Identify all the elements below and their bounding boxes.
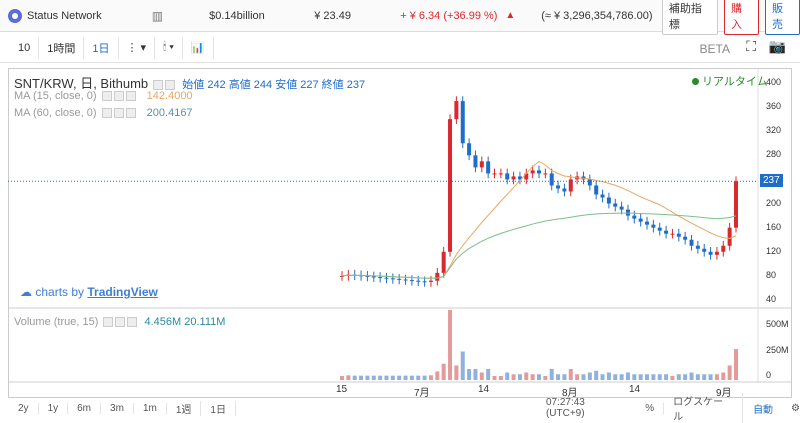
- coin-name: Status Network: [27, 9, 102, 22]
- settings-gear-icon[interactable]: ⚙: [791, 402, 800, 414]
- time-tick-label: 14: [478, 384, 490, 395]
- coin-title: Status Network: [8, 8, 142, 23]
- price-tick-label: 320: [766, 125, 782, 136]
- price-change: + ¥ 6.34 (+36.99 %): [400, 9, 498, 22]
- price-tick-label: 360: [766, 101, 782, 112]
- volume-tick-label: 250M: [766, 345, 789, 355]
- time-tick-label: 15: [336, 384, 348, 395]
- ma15-label: MA (15, close, 0): [14, 90, 97, 102]
- beta-label: BETA: [699, 42, 730, 56]
- chart-toolbar: 10 1時間 1日 ⋮ ▾ 🕯 ▾ 📊 BETA ⛶ 📷: [0, 33, 800, 63]
- price-tick-label: 80: [766, 269, 777, 280]
- ma15-value: 142.4000: [146, 90, 193, 102]
- bar-chart-icon[interactable]: ▥: [151, 8, 164, 23]
- up-arrow-icon: ▲: [505, 10, 516, 21]
- ma15-close-icon[interactable]: [125, 91, 136, 102]
- ma15-settings-icon[interactable]: [113, 91, 124, 102]
- time-tick-label: 8月: [562, 388, 578, 399]
- range-6m[interactable]: 6m: [68, 402, 102, 414]
- index-button[interactable]: 補助指標: [661, 0, 718, 35]
- price-tick-label: 400: [766, 77, 782, 87]
- sell-button[interactable]: 販売: [764, 0, 800, 35]
- candle-style-icon[interactable]: 🕯 ▾: [155, 36, 183, 59]
- realtime-dot-icon: [692, 78, 699, 85]
- range-2y[interactable]: 2y: [0, 402, 39, 414]
- range-1y[interactable]: 1y: [39, 402, 69, 414]
- cloud-icon: ☁: [20, 285, 32, 299]
- volume-tick-label: 0: [766, 370, 772, 380]
- volume-v1: 4.456M: [144, 316, 182, 328]
- time-tick-label: 14: [629, 384, 641, 395]
- eye-icon[interactable]: [153, 80, 164, 91]
- auto-toggle[interactable]: 自動: [753, 404, 774, 416]
- volume-legend: Volume (true, 15) 4.456M 20.111M: [14, 316, 225, 328]
- status-network-logo-icon: [8, 8, 22, 23]
- ma60-legend: MA (60, close, 0) 200.4167: [14, 107, 193, 119]
- ma15-legend: MA (15, close, 0) 142.4000: [14, 90, 193, 102]
- price-tick-label: 160: [766, 221, 782, 232]
- ma15-eye-icon[interactable]: [101, 91, 112, 102]
- log-scale-toggle[interactable]: ログスケール: [664, 393, 744, 423]
- buy-button[interactable]: 購入: [723, 0, 759, 35]
- brand-prefix: charts by: [35, 285, 85, 299]
- more-menu-icon[interactable]: ⋮ ▾: [119, 36, 156, 59]
- interval-input[interactable]: 10: [0, 36, 40, 59]
- realtime-indicator: リアルタイム: [692, 73, 768, 89]
- fullscreen-icon[interactable]: ⛶: [746, 38, 756, 54]
- range-1w[interactable]: 1週: [167, 400, 202, 416]
- ma60-close-icon[interactable]: [125, 108, 136, 119]
- symbol-label: SNT/KRW, 日, Bithumb: [14, 76, 149, 91]
- volume-settings-icon[interactable]: [115, 317, 126, 328]
- brand-name: TradingView: [87, 285, 158, 299]
- chart-area[interactable]: [8, 68, 792, 398]
- range-1m[interactable]: 1m: [134, 402, 167, 414]
- indicators-icon[interactable]: 📊: [183, 36, 214, 59]
- current-price: ¥ 23.49: [314, 9, 351, 22]
- settings-icon[interactable]: [165, 80, 176, 91]
- camera-icon[interactable]: 📷: [768, 38, 786, 54]
- price-tick-label: 40: [766, 294, 777, 304]
- volume-label: Volume (true, 15): [14, 316, 99, 328]
- time-tick-label: 7月: [414, 388, 430, 399]
- ma60-label: MA (60, close, 0): [14, 107, 97, 119]
- ma60-eye-icon[interactable]: [101, 108, 112, 119]
- interval-hour[interactable]: 1時間: [39, 36, 85, 59]
- volume-total: (≈ ¥ 3,296,354,786.00): [541, 9, 653, 22]
- ma60-value: 200.4167: [146, 107, 193, 119]
- volume-close-icon[interactable]: [127, 317, 138, 328]
- volume-v2: 20.111M: [184, 316, 226, 328]
- last-price-tag: 237: [760, 174, 783, 188]
- price-tick-label: 120: [766, 245, 782, 256]
- bottom-bar: 2y 1y 6m 3m 1m 1週 1日 07:27:43 (UTC+9) % …: [0, 393, 800, 423]
- clock-time: 07:27:43 (UTC+9): [545, 397, 585, 419]
- symbol-legend: SNT/KRW, 日, Bithumb 始値 242 高値 244 安値 227…: [14, 73, 365, 92]
- top-bar: Status Network ▥ $0.14billion ¥ 23.49 + …: [0, 0, 800, 35]
- range-1d[interactable]: 1日: [201, 400, 236, 416]
- percent-toggle[interactable]: %: [636, 402, 665, 414]
- ma60-settings-icon[interactable]: [113, 108, 124, 119]
- realtime-label: リアルタイム: [702, 76, 768, 88]
- time-tick-label: 9月: [716, 388, 732, 399]
- tradingview-brand[interactable]: ☁ charts by TradingView: [20, 285, 158, 299]
- ohlc-values: 始値 242 高値 244 安値 227 終値 237: [182, 79, 366, 91]
- market-cap: $0.14billion: [209, 9, 265, 22]
- price-tick-label: 200: [766, 197, 782, 208]
- price-tick-label: 280: [766, 149, 782, 160]
- range-3m[interactable]: 3m: [101, 402, 134, 414]
- interval-day[interactable]: 1日: [84, 36, 119, 59]
- volume-eye-icon[interactable]: [103, 317, 114, 328]
- volume-tick-label: 500M: [766, 319, 789, 329]
